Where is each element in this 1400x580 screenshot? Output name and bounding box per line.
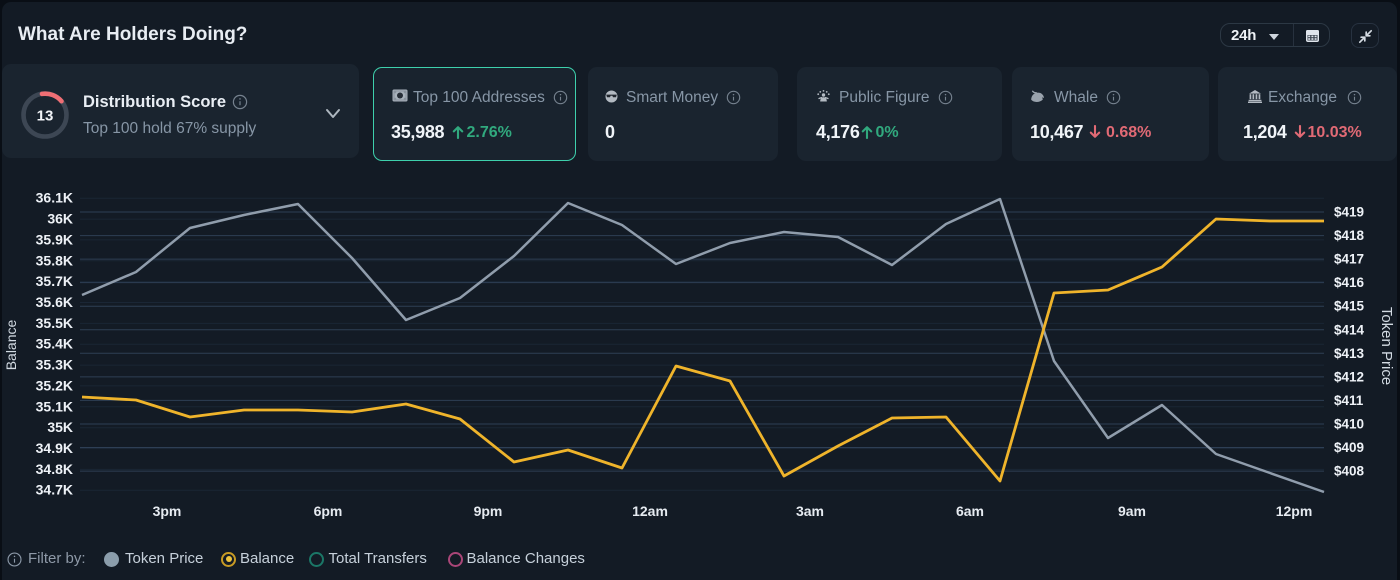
- svg-text:6am: 6am: [956, 503, 984, 519]
- svg-text:35.5K: 35.5K: [36, 315, 73, 331]
- svg-text:12am: 12am: [632, 503, 668, 519]
- svg-text:3pm: 3pm: [153, 503, 182, 519]
- svg-text:$414: $414: [1334, 322, 1365, 337]
- svg-text:35K: 35K: [47, 419, 73, 435]
- svg-text:$415: $415: [1334, 299, 1365, 314]
- svg-text:35.8K: 35.8K: [36, 252, 73, 268]
- svg-text:35.3K: 35.3K: [36, 357, 73, 373]
- svg-text:$419: $419: [1334, 205, 1364, 220]
- svg-text:6pm: 6pm: [314, 503, 343, 519]
- svg-text:35.4K: 35.4K: [36, 336, 73, 352]
- svg-text:34.9K: 34.9K: [36, 440, 73, 456]
- svg-text:34.8K: 34.8K: [36, 461, 73, 477]
- svg-text:36K: 36K: [47, 211, 73, 227]
- svg-text:9pm: 9pm: [474, 503, 503, 519]
- svg-text:3am: 3am: [796, 503, 824, 519]
- svg-text:$410: $410: [1334, 417, 1364, 432]
- svg-text:35.7K: 35.7K: [36, 273, 73, 289]
- svg-text:35.2K: 35.2K: [36, 377, 73, 393]
- svg-text:9am: 9am: [1118, 503, 1146, 519]
- svg-text:Token Price: Token Price: [1378, 307, 1395, 385]
- svg-text:$418: $418: [1334, 228, 1365, 243]
- svg-text:$411: $411: [1334, 393, 1364, 408]
- svg-text:$417: $417: [1334, 252, 1364, 267]
- svg-text:Balance: Balance: [3, 319, 19, 370]
- svg-text:$413: $413: [1334, 346, 1365, 361]
- svg-text:12pm: 12pm: [1276, 503, 1313, 519]
- svg-text:$409: $409: [1334, 440, 1364, 455]
- svg-text:$416: $416: [1334, 275, 1365, 290]
- svg-text:36.1K: 36.1K: [36, 190, 73, 206]
- svg-text:35.1K: 35.1K: [36, 398, 73, 414]
- svg-text:34.7K: 34.7K: [36, 482, 73, 498]
- svg-text:35.6K: 35.6K: [36, 294, 73, 310]
- svg-text:$408: $408: [1334, 464, 1365, 479]
- svg-text:35.9K: 35.9K: [36, 231, 73, 247]
- svg-text:$412: $412: [1334, 369, 1364, 384]
- svg-text:13: 13: [37, 108, 54, 125]
